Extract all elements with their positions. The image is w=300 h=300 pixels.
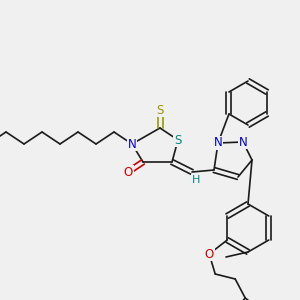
Text: N: N — [214, 136, 222, 149]
Text: O: O — [205, 248, 214, 260]
Text: H: H — [192, 175, 200, 185]
Text: N: N — [128, 137, 136, 151]
Text: N: N — [238, 136, 247, 148]
Text: S: S — [156, 103, 164, 116]
Text: S: S — [174, 134, 182, 146]
Text: O: O — [123, 166, 133, 178]
